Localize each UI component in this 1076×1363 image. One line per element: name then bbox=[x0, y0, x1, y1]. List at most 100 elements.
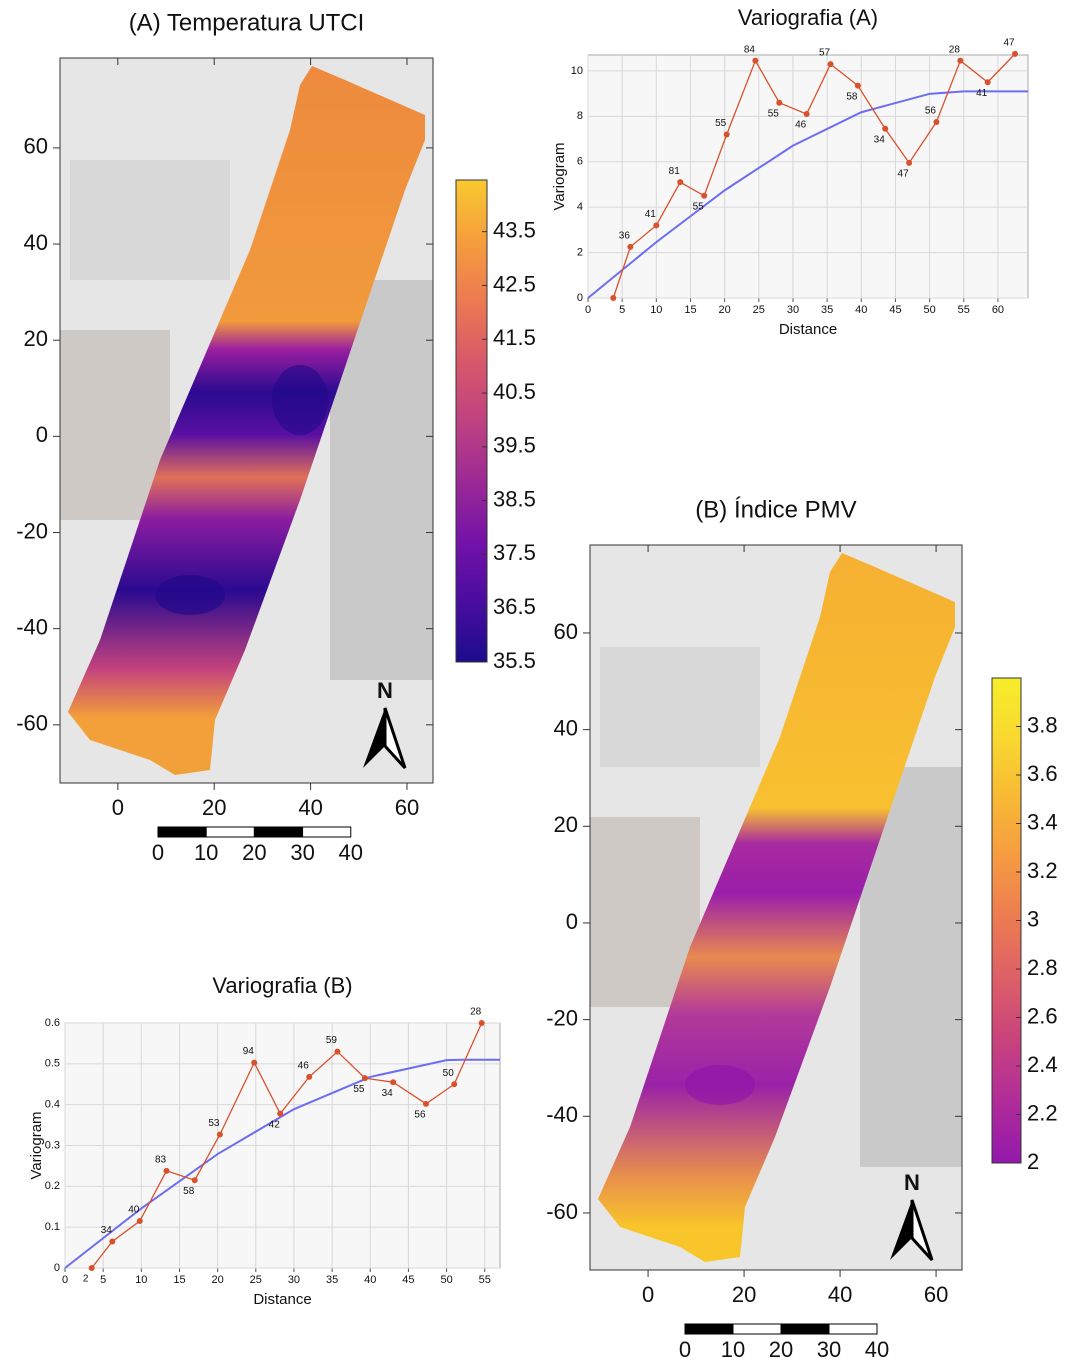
y-tick-label: 20 bbox=[24, 326, 48, 351]
x-tick-label: 35 bbox=[326, 1274, 338, 1286]
pair-count: 55 bbox=[768, 108, 780, 119]
x-tick-label: 5 bbox=[619, 304, 625, 316]
colorbar-tick-label: 36.5 bbox=[493, 594, 536, 619]
point bbox=[109, 1238, 116, 1245]
colorbar-tick-label: 41.5 bbox=[493, 325, 536, 350]
point bbox=[701, 192, 708, 199]
scale-label: 30 bbox=[817, 1337, 841, 1362]
x-tick-label: 45 bbox=[402, 1274, 414, 1286]
pair-count: 94 bbox=[243, 1046, 255, 1057]
point bbox=[827, 61, 834, 68]
pair-count: 28 bbox=[949, 44, 961, 55]
y-tick-label: 0.3 bbox=[45, 1139, 60, 1151]
chart-title: Variografia (B) bbox=[212, 973, 352, 998]
point bbox=[422, 1100, 429, 1107]
north-arrow bbox=[383, 707, 407, 770]
pair-count: 58 bbox=[846, 91, 858, 102]
point bbox=[390, 1079, 397, 1086]
y-tick-label: 4 bbox=[577, 201, 583, 213]
x-tick-label: 55 bbox=[479, 1274, 491, 1286]
y-tick-label: 0 bbox=[54, 1262, 60, 1274]
point bbox=[361, 1075, 368, 1082]
y-tick-label: 60 bbox=[24, 134, 48, 159]
basemap bbox=[590, 545, 962, 1270]
pair-count: 46 bbox=[298, 1061, 310, 1072]
pair-count: 84 bbox=[744, 44, 756, 55]
x-tick-label: 10 bbox=[135, 1274, 147, 1286]
scale-label: 20 bbox=[242, 840, 266, 865]
model-curve bbox=[64, 1058, 500, 1269]
pair-count: 47 bbox=[1003, 38, 1015, 49]
y-tick-label: 0.6 bbox=[45, 1017, 60, 1029]
y-tick-label: 0.4 bbox=[45, 1099, 60, 1111]
y-tick-label: 6 bbox=[577, 156, 583, 168]
colorbar-tick-label: 40.5 bbox=[493, 379, 536, 404]
x-tick-label: 25 bbox=[250, 1274, 262, 1286]
pair-count: 56 bbox=[414, 1109, 426, 1120]
colorbar-tick-label: 2.4 bbox=[1027, 1052, 1058, 1077]
x-tick-label: 40 bbox=[298, 795, 322, 820]
point bbox=[957, 57, 964, 64]
north-label: N bbox=[377, 678, 393, 703]
point bbox=[653, 222, 660, 229]
pair-count: 40 bbox=[128, 1205, 140, 1216]
point bbox=[933, 118, 940, 125]
x-tick-label: 60 bbox=[395, 795, 419, 820]
y-tick-label: 0 bbox=[566, 909, 578, 934]
scale-label: 0 bbox=[679, 1337, 691, 1362]
x-tick-label: 0 bbox=[642, 1282, 654, 1307]
pair-count: 42 bbox=[269, 1119, 281, 1130]
scale-label: 10 bbox=[194, 840, 218, 865]
point bbox=[277, 1110, 284, 1117]
colorbar-tick-label: 35.5 bbox=[493, 648, 536, 673]
pair-count: 55 bbox=[715, 118, 727, 129]
x-tick-label: 50 bbox=[923, 304, 935, 316]
y-tick-label: 0.5 bbox=[45, 1058, 60, 1070]
y-tick-label: 0.2 bbox=[45, 1180, 60, 1192]
scale-label: 0 bbox=[152, 840, 164, 865]
y-tick-label: -40 bbox=[16, 614, 48, 639]
basemap bbox=[60, 58, 433, 783]
map-frame bbox=[589, 544, 963, 1271]
point bbox=[627, 243, 634, 250]
y-tick-label: 8 bbox=[577, 110, 583, 122]
x-tick-label: 30 bbox=[288, 1274, 300, 1286]
point bbox=[984, 79, 991, 86]
pair-count: 34 bbox=[874, 134, 886, 145]
x-tick-label: 0 bbox=[585, 304, 591, 316]
point bbox=[723, 131, 730, 138]
north-label: N bbox=[904, 1170, 920, 1195]
chart-title: Variografia (A) bbox=[738, 5, 878, 30]
point bbox=[478, 1020, 485, 1026]
pair-count: 28 bbox=[470, 1007, 482, 1018]
y-axis-label: Variogram bbox=[28, 1111, 45, 1179]
scale-segment bbox=[157, 826, 207, 838]
point bbox=[451, 1081, 458, 1088]
colorbar-tick-label: 3.8 bbox=[1027, 712, 1058, 737]
x-tick-label: 50 bbox=[440, 1274, 452, 1286]
x-tick-label: 60 bbox=[992, 304, 1004, 316]
colorbar-tick-label: 2.8 bbox=[1027, 955, 1058, 980]
pair-count: 46 bbox=[795, 120, 807, 131]
point bbox=[251, 1059, 258, 1066]
y-tick-label: 40 bbox=[554, 715, 578, 740]
y-tick-label: -40 bbox=[546, 1102, 578, 1127]
y-tick-label: -60 bbox=[546, 1199, 578, 1224]
pair-count: 34 bbox=[101, 1225, 113, 1236]
pair-count: 47 bbox=[898, 169, 910, 180]
pair-count: 41 bbox=[645, 209, 657, 220]
x-tick-label: 40 bbox=[855, 304, 867, 316]
point bbox=[803, 111, 810, 118]
pair-count: 57 bbox=[819, 48, 831, 59]
map-title: (A) Temperatura UTCI bbox=[129, 9, 365, 36]
plot-area bbox=[587, 54, 1029, 299]
pair-count: 41 bbox=[976, 88, 988, 99]
point bbox=[906, 159, 913, 166]
point bbox=[1012, 50, 1019, 57]
x-tick-label: 30 bbox=[787, 304, 799, 316]
scale-segment bbox=[205, 826, 255, 838]
pair-count: 58 bbox=[183, 1186, 195, 1197]
colorbar-tick-label: 3.2 bbox=[1027, 858, 1058, 883]
colorbar-tick-label: 43.5 bbox=[493, 217, 536, 242]
